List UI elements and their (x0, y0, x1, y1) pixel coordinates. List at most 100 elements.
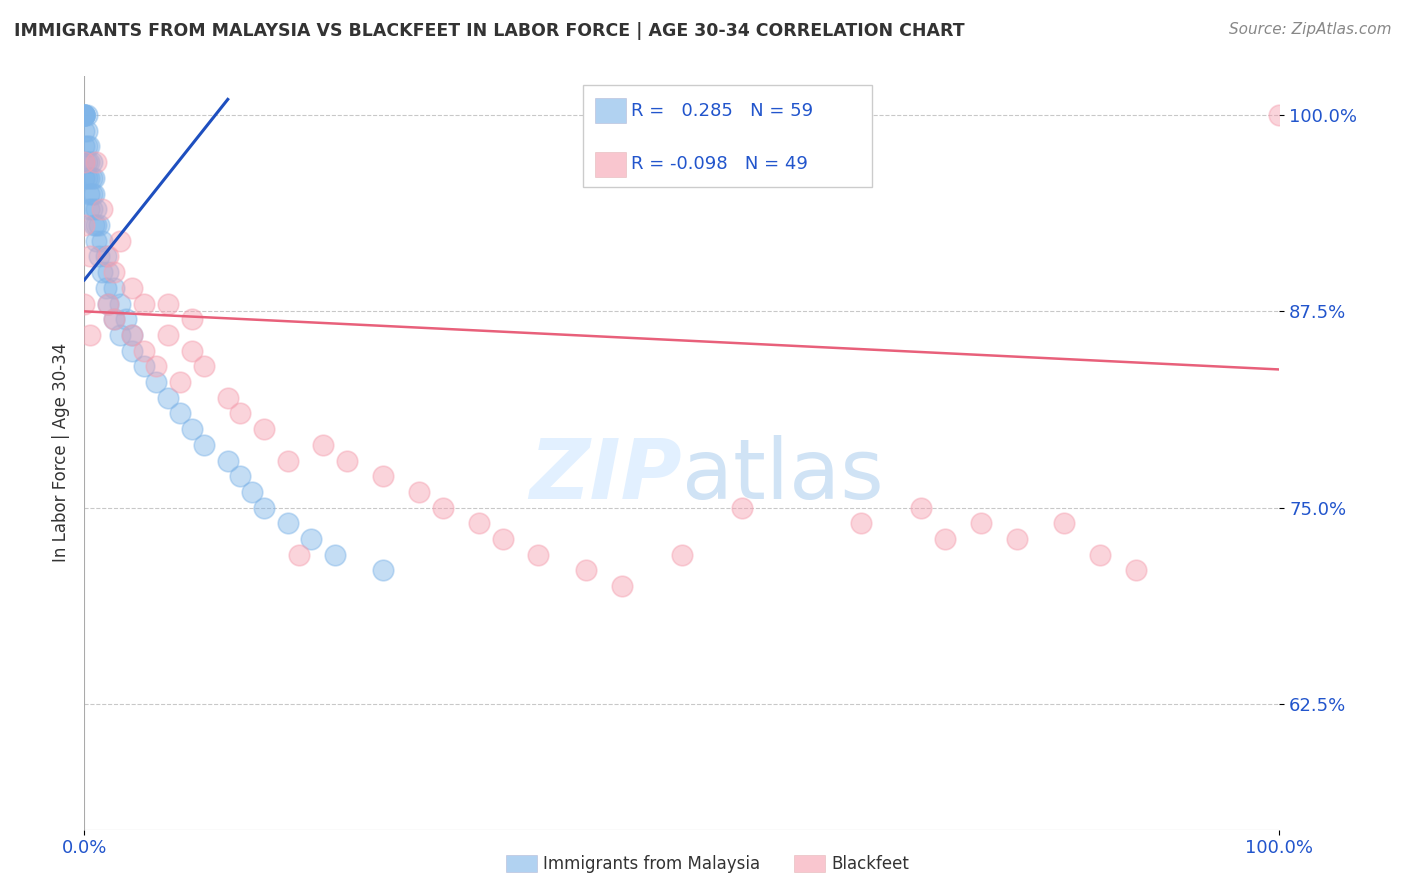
Point (73, 155, 96, 169)
Point (851, 516, 873, 531)
Point (73, 170, 96, 185)
Point (110, 234, 132, 248)
Point (77, 186, 100, 201)
Text: IMMIGRANTS FROM MALAYSIA VS BLACKFEET IN LABOR FORCE | AGE 30-34 CORRELATION CHA: IMMIGRANTS FROM MALAYSIA VS BLACKFEET IN… (14, 22, 965, 40)
Point (76, 124, 98, 138)
Point (970, 516, 993, 531)
Point (80, 170, 103, 185)
Point (87, 249, 110, 263)
Point (97, 296, 120, 310)
Point (468, 516, 491, 531)
Point (934, 532, 956, 546)
Point (193, 438, 215, 452)
Point (73, 124, 96, 138)
Point (77, 170, 100, 185)
Point (193, 359, 215, 374)
Y-axis label: In Labor Force | Age 30-34: In Labor Force | Age 30-34 (52, 343, 70, 562)
Point (132, 359, 156, 374)
Point (73, 218, 96, 232)
Point (73, 108, 96, 122)
Point (169, 406, 191, 420)
Point (1125, 564, 1147, 578)
Point (217, 453, 239, 467)
Point (103, 312, 125, 326)
Point (94, 281, 117, 295)
Point (94, 249, 117, 263)
Point (277, 516, 299, 531)
Point (229, 406, 252, 420)
Text: Blackfeet: Blackfeet (831, 855, 908, 872)
Point (527, 548, 550, 562)
Point (97, 265, 120, 279)
Point (373, 564, 395, 578)
Point (77, 202, 100, 217)
Point (288, 548, 311, 562)
Point (121, 281, 143, 295)
Point (145, 359, 167, 374)
Point (73, 108, 96, 122)
Point (73, 155, 96, 169)
Point (121, 327, 143, 342)
Point (115, 312, 138, 326)
Point (132, 296, 156, 310)
Point (301, 532, 323, 546)
Point (110, 327, 132, 342)
Point (91, 202, 114, 217)
Point (83, 218, 105, 232)
Text: R =   0.285   N = 59: R = 0.285 N = 59 (631, 102, 814, 120)
Point (910, 500, 932, 515)
Point (1005, 532, 1028, 546)
Point (671, 548, 693, 562)
Point (76, 139, 98, 153)
Point (73, 108, 96, 122)
Point (325, 548, 347, 562)
Point (157, 391, 180, 405)
Point (229, 469, 252, 483)
Point (97, 296, 120, 310)
Point (121, 343, 143, 358)
Point (73, 296, 96, 310)
Point (181, 343, 204, 358)
Point (336, 453, 359, 467)
Point (132, 343, 156, 358)
Point (121, 327, 143, 342)
Point (73, 108, 96, 122)
Point (492, 532, 515, 546)
Point (80, 155, 103, 169)
Point (73, 139, 96, 153)
Point (83, 170, 105, 185)
Point (145, 375, 167, 389)
Point (73, 108, 96, 122)
Text: atlas: atlas (682, 434, 883, 516)
Point (575, 564, 598, 578)
Point (73, 108, 96, 122)
Text: R = -0.098   N = 49: R = -0.098 N = 49 (631, 155, 808, 173)
Point (731, 500, 754, 515)
Point (79, 249, 101, 263)
Point (253, 422, 276, 436)
Point (157, 327, 180, 342)
Point (181, 312, 204, 326)
Point (217, 391, 239, 405)
Point (312, 438, 335, 452)
Point (86, 234, 108, 248)
Point (79, 327, 101, 342)
Point (240, 485, 263, 500)
Point (408, 485, 430, 500)
Point (253, 500, 276, 515)
Point (86, 155, 108, 169)
Point (157, 296, 180, 310)
Point (277, 453, 299, 467)
Point (103, 281, 125, 295)
Point (1053, 516, 1076, 531)
Point (110, 296, 132, 310)
Point (432, 500, 454, 515)
Point (77, 139, 100, 153)
Point (91, 234, 114, 248)
Point (181, 422, 204, 436)
Text: Immigrants from Malaysia: Immigrants from Malaysia (543, 855, 759, 872)
Point (77, 155, 100, 169)
Point (76, 170, 98, 185)
Point (103, 265, 125, 279)
Point (80, 186, 103, 201)
